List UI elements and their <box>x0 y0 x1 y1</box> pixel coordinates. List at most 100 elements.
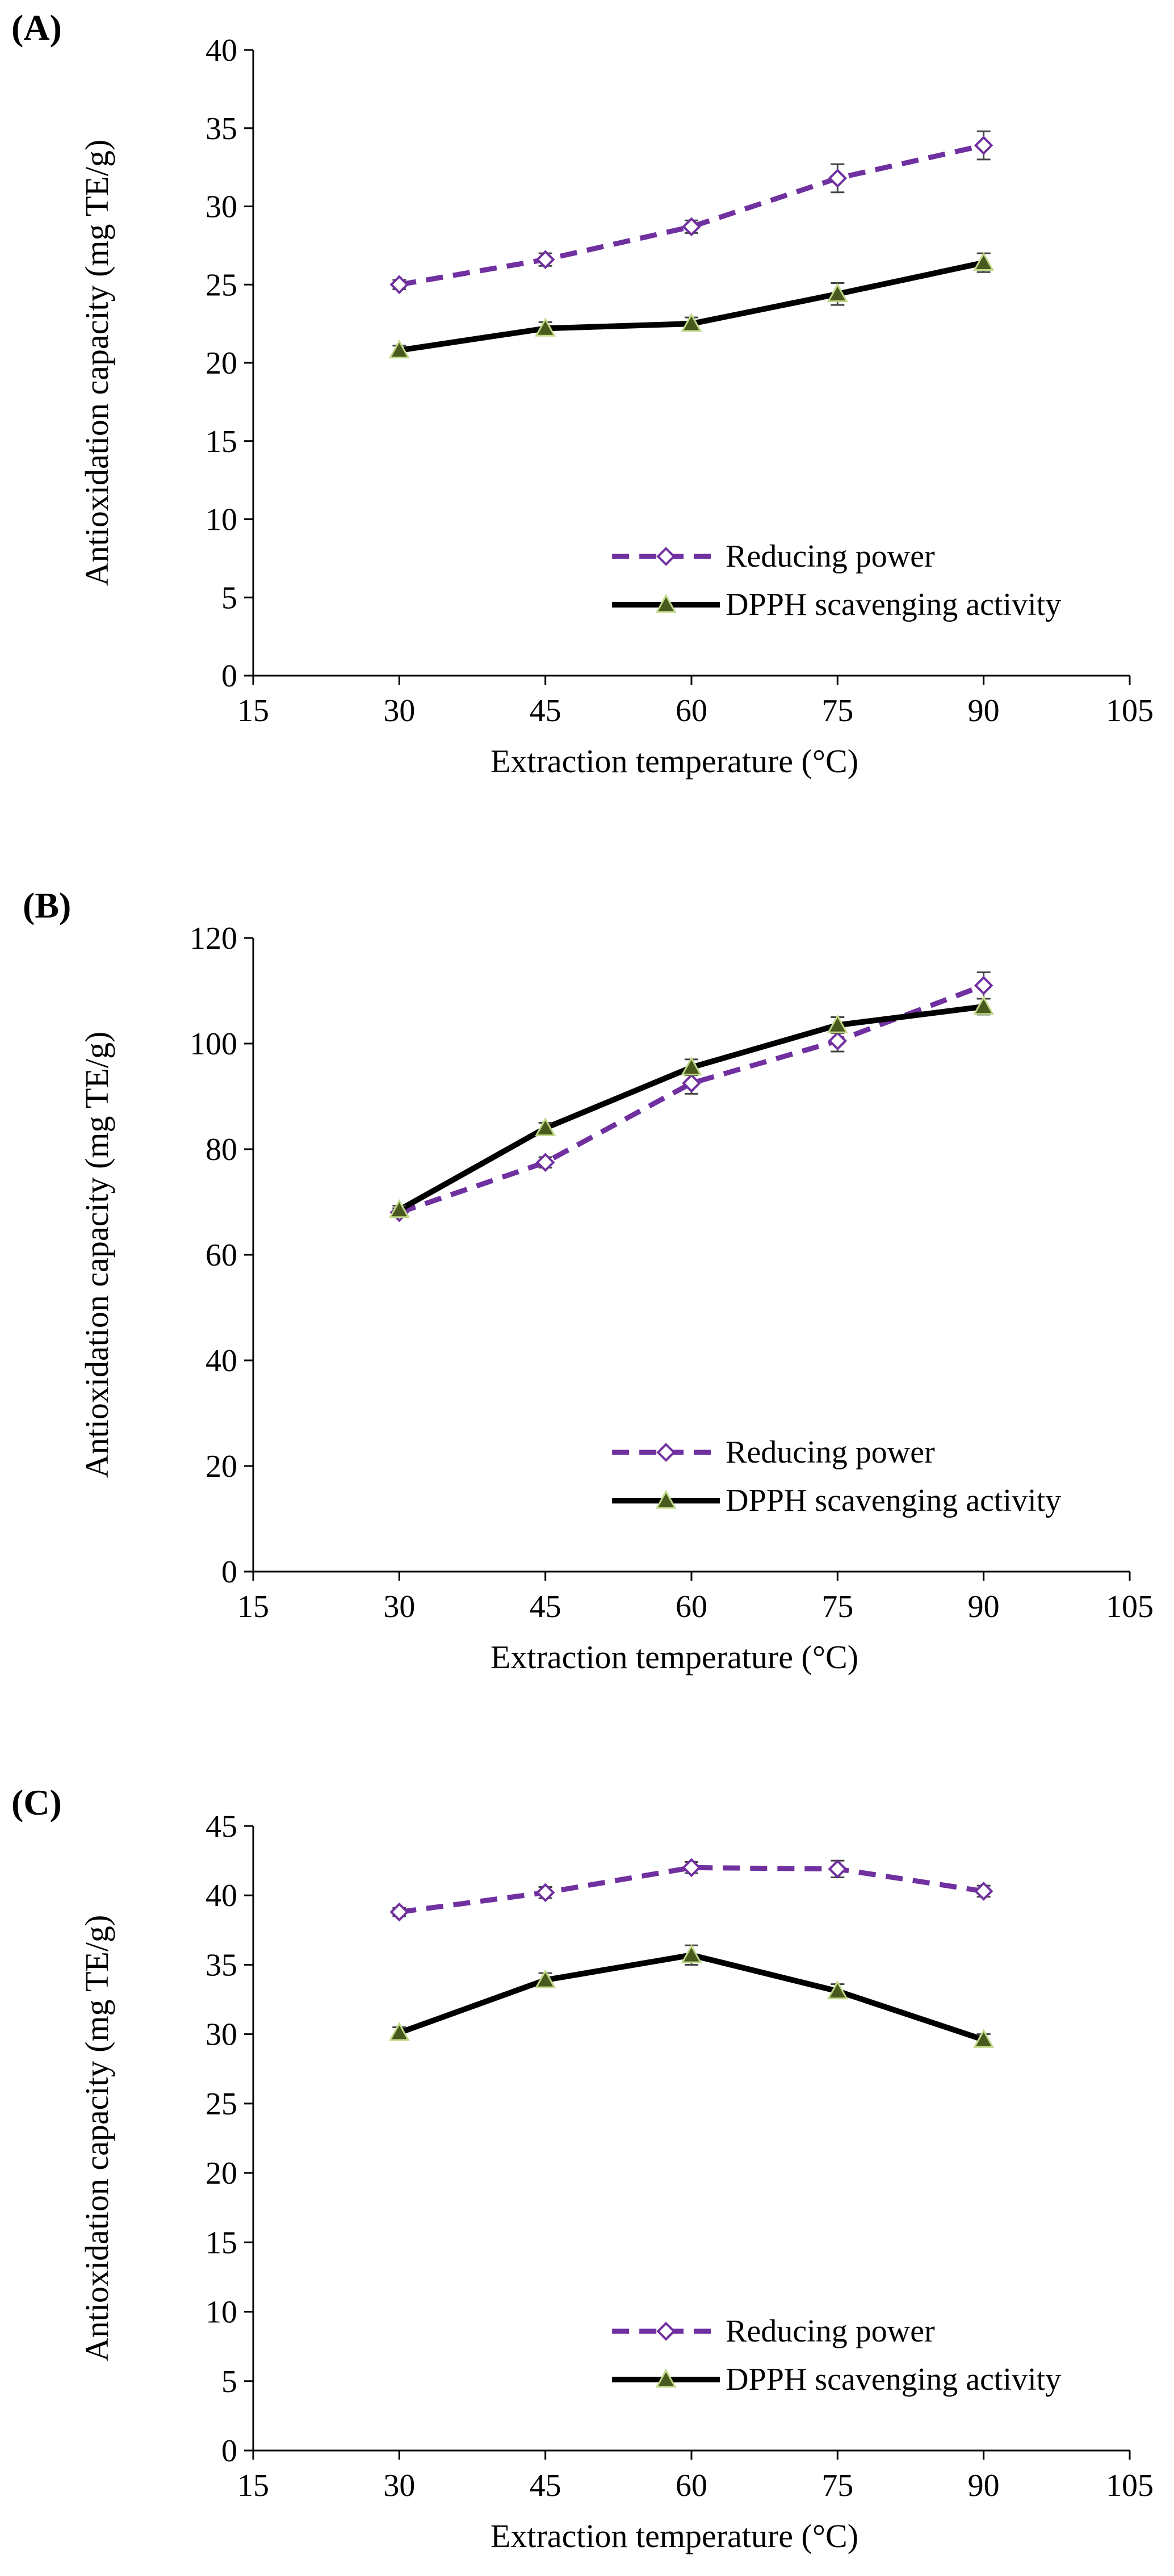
chart-c-series-dpph-point <box>388 2022 410 2041</box>
chart-a-y-tick-label: 0 <box>221 659 237 694</box>
chart-b-x-tick-label: 105 <box>1106 1589 1154 1624</box>
chart-a-series-reducing-power <box>389 130 993 295</box>
chart-c-legend-marker <box>655 2368 677 2388</box>
chart-b-series-reducing-power-line <box>398 983 985 1215</box>
chart-a-series-reducing-power-point <box>535 250 555 269</box>
chart-c-y-tick-label: 20 <box>206 2156 237 2191</box>
chart-c-y-tick-label: 15 <box>206 2225 237 2260</box>
chart-c-y-tick-label: 5 <box>221 2364 237 2399</box>
chart-a-y-tick-label: 15 <box>206 424 237 459</box>
chart-b-x-tick-label: 75 <box>821 1589 853 1624</box>
chart-b-series-reducing-power-point <box>682 1073 701 1093</box>
chart-c-x-tick-label: 30 <box>383 2468 415 2503</box>
chart-a-y-axis-title: Antioxidation capacity (mg TE/g) <box>78 140 115 587</box>
chart-c-y-tick-label: 45 <box>206 1809 237 1844</box>
chart-b-y-axis-title: Antioxidation capacity (mg TE/g) <box>78 1032 115 1478</box>
chart-b-series-dpph <box>388 995 995 1218</box>
chart-a-legend-label: DPPH scavenging activity <box>726 587 1061 622</box>
chart-b-x-axis-title: Extraction temperature (°C) <box>490 1639 858 1676</box>
chart-c-y-tick-label: 25 <box>206 2087 237 2122</box>
chart-b-series-dpph-line <box>397 1003 984 1213</box>
chart-c-series-dpph <box>388 1944 995 2048</box>
chart-b-y-tick-label: 0 <box>221 1555 237 1590</box>
chart-c-series-reducing-power <box>389 1858 993 1922</box>
chart-a-y-tick-label: 35 <box>206 111 237 146</box>
chart-c-legend: Reducing power DPPH scavenging activity <box>612 2314 1061 2397</box>
chart-b-y-tick-label: 80 <box>206 1132 237 1167</box>
chart-a-series-dpph-point <box>681 313 702 332</box>
chart-c-y-axis-title: Antioxidation capacity (mg TE/g) <box>78 1915 115 2362</box>
chart-a-x-tick-label: 15 <box>237 693 269 728</box>
chart-b-x-tick-label: 15 <box>237 1589 269 1624</box>
chart-a-series-dpph-point <box>535 317 556 337</box>
chart-a-x-tick-label: 60 <box>676 693 707 728</box>
chart-b-legend-marker <box>656 1443 676 1462</box>
chart-c-series-reducing-power-point <box>974 1882 993 1901</box>
chart-b-series-reducing-power <box>389 971 993 1222</box>
chart-c-x-tick-label: 90 <box>968 2468 1000 2503</box>
chart-b-legend-marker <box>655 1489 677 1509</box>
chart-b-legend-label: DPPH scavenging activity <box>726 1483 1061 1518</box>
chart-c-legend-marker <box>656 2322 676 2341</box>
chart-c-y-tick-label: 40 <box>206 1878 237 1913</box>
chart-c-series-reducing-power-point <box>828 1859 848 1879</box>
chart-b-legend: Reducing power DPPH scavenging activity <box>612 1435 1061 1518</box>
chart-a-series-reducing-power-point <box>974 136 993 155</box>
chart-b-y-tick-label: 100 <box>190 1027 237 1062</box>
chart-a-x-tick-label: 90 <box>968 693 1000 728</box>
chart-b-series-reducing-power-point <box>828 1031 848 1051</box>
chart-c-y-tick-label: 0 <box>221 2433 237 2469</box>
chart-b-series-dpph-point <box>388 1199 410 1218</box>
chart-a-series-reducing-power-line <box>399 143 984 287</box>
chart-c-x-tick-label: 15 <box>237 2468 269 2503</box>
chart-c-x-tick-label: 45 <box>530 2468 561 2503</box>
chart-c-x-tick-label: 60 <box>676 2468 707 2503</box>
chart-a-x-tick-label: 30 <box>383 693 415 728</box>
chart-c-x-tick-label: 75 <box>821 2468 853 2503</box>
chart-b: (B) 0 20 40 60 80 100 120 15 30 45 60 75 90 105 Extract… <box>23 885 1154 1676</box>
chart-c-legend-label: DPPH scavenging activity <box>726 2362 1061 2397</box>
chart-b-panel-label: (B) <box>23 885 71 925</box>
chart-c-series-dpph-point <box>681 1944 702 1963</box>
chart-a-legend-label: Reducing power <box>726 539 935 574</box>
chart-a-y-tick-label: 20 <box>206 346 237 381</box>
chart-b-y-tick-label: 40 <box>206 1343 237 1379</box>
chart-a-x-tick-label: 45 <box>530 693 561 728</box>
chart-a-panel-label: (A) <box>11 7 62 48</box>
chart-b-series-dpph-point <box>973 995 995 1015</box>
chart-b-series-reducing-power-point <box>974 975 993 995</box>
chart-a-x-tick-label: 75 <box>821 693 853 728</box>
chart-a-y-tick-label: 5 <box>221 580 237 615</box>
chart-a-legend-marker <box>656 547 676 566</box>
chart-b-series-reducing-power-point <box>535 1153 555 1172</box>
chart-a-x-axis-title: Extraction temperature (°C) <box>490 743 858 780</box>
chart-b-series-dpph-point <box>681 1056 702 1076</box>
chart-b-x-tick-label: 45 <box>530 1589 561 1624</box>
chart-a-series-dpph-line <box>399 259 984 353</box>
chart-b-series-dpph-point <box>827 1014 848 1033</box>
chart-a-x-tick-label: 105 <box>1106 693 1154 728</box>
chart-b-x-tick-label: 60 <box>676 1589 707 1624</box>
chart-a-series-reducing-power-point <box>828 169 848 188</box>
chart-a: (A) 0 5 10 15 20 25 30 35 40 15 30 45 60 75 90 105 Extrac… <box>11 7 1154 780</box>
chart-a-series-dpph-point <box>973 252 995 271</box>
chart-c-series-dpph-point <box>827 1980 848 2000</box>
chart-a-legend: Reducing power DPPH scavenging activity <box>612 539 1061 622</box>
chart-b-y-tick-label: 120 <box>190 921 237 956</box>
chart-b-x-tick-label: 90 <box>968 1589 1000 1624</box>
chart-c-series-reducing-power-point <box>682 1858 701 1878</box>
chart-a-y-tick-label: 30 <box>206 190 237 225</box>
chart-a-y-tick-label: 25 <box>206 267 237 303</box>
chart-a-series-dpph-point <box>388 339 410 359</box>
chart-c-series-dpph-point <box>535 1969 556 1988</box>
chart-c-series-reducing-power-line <box>399 1865 984 1915</box>
chart-c-x-tick-label: 105 <box>1106 2468 1154 2503</box>
chart-c-x-axis-title: Extraction temperature (°C) <box>490 2518 858 2554</box>
chart-a-legend-marker <box>655 593 677 613</box>
chart-a-series-reducing-power-point <box>389 275 409 295</box>
chart-c-panel-label: (C) <box>11 1782 62 1823</box>
chart-b-x-tick-label: 30 <box>383 1589 415 1624</box>
chart-a-series-dpph-point <box>827 283 848 303</box>
